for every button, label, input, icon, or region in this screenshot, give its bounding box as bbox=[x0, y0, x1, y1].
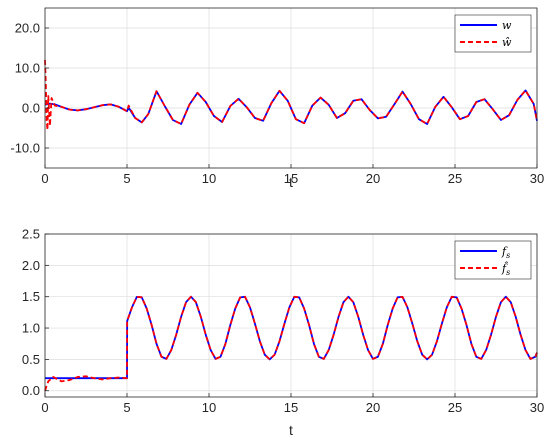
bottom-y-tick-label: 0.0 bbox=[22, 383, 40, 398]
bottom-legend-box bbox=[454, 240, 532, 280]
top-x-tick-label: 5 bbox=[123, 171, 130, 186]
top-x-axis-label: t bbox=[289, 174, 293, 190]
top-series bbox=[44, 59, 538, 131]
bottom-y-tick-label: 0.5 bbox=[22, 352, 40, 367]
bottom-x-tick-label: 10 bbox=[202, 400, 216, 415]
bottom-series-line-estimate-hat bbox=[44, 295, 538, 392]
bottom-x-tick-label: 5 bbox=[123, 400, 130, 415]
top-x-tick-label: 0 bbox=[41, 171, 48, 186]
bottom-x-axis-label: t bbox=[289, 422, 293, 438]
bottom-y-ticks: 2.5 2.0 1.5 1.0 0.5 0.0 bbox=[22, 227, 49, 398]
top-series-line-estimate-hat bbox=[44, 59, 538, 131]
top-x-ticks: 0 5 10 15 20 25 30 bbox=[41, 164, 544, 186]
bottom-legend-label-fs-hat-sub: s bbox=[506, 268, 510, 277]
bottom-legend-label-fs-hat-main: f̂ bbox=[501, 262, 508, 275]
top-y-ticks: 20.0 10.0 0.0 -10.0 bbox=[10, 21, 49, 156]
top-legend-label-w-hat: ŵ bbox=[502, 36, 512, 49]
top-y-tick-label: 10.0 bbox=[15, 61, 40, 76]
bottom-x-tick-label: 0 bbox=[41, 400, 48, 415]
bottom-x-tick-label: 30 bbox=[530, 400, 544, 415]
bottom-x-tick-label: 15 bbox=[284, 400, 298, 415]
bottom-y-tick-label: 2.5 bbox=[22, 227, 40, 242]
top-legend-label-w: w bbox=[502, 19, 512, 32]
bottom-series bbox=[44, 295, 538, 392]
top-x-tick-label: 15 bbox=[284, 171, 298, 186]
top-x-tick-label: 25 bbox=[448, 171, 462, 186]
top-chart: 0 5 10 15 20 25 30 20.0 10.0 0.0 -10.0 t w ŵ bbox=[10, 7, 544, 190]
bottom-x-tick-label: 20 bbox=[366, 400, 380, 415]
bottom-x-ticks: 0 5 10 15 20 25 30 bbox=[41, 393, 544, 415]
bottom-legend-label-fs-sub: s bbox=[506, 251, 510, 260]
bottom-y-tick-label: 1.5 bbox=[22, 289, 40, 304]
top-x-tick-label: 20 bbox=[366, 171, 380, 186]
bottom-legend-label-fs-main: f bbox=[501, 245, 508, 258]
top-x-tick-label: 10 bbox=[202, 171, 216, 186]
top-x-tick-label: 30 bbox=[530, 171, 544, 186]
bottom-legend-label-fs: fs bbox=[501, 245, 510, 260]
bottom-y-tick-label: 2.0 bbox=[22, 258, 40, 273]
bottom-x-tick-label: 25 bbox=[448, 400, 462, 415]
top-y-tick-label: 0.0 bbox=[22, 101, 40, 116]
top-y-tick-label: -10.0 bbox=[10, 141, 40, 156]
top-y-tick-label: 20.0 bbox=[15, 21, 40, 36]
top-legend-box bbox=[454, 14, 532, 53]
bottom-chart: 0 5 10 15 20 25 30 2.52.01.51.00.50.0 t fs f̂s bbox=[22, 227, 544, 439]
bottom-legend: fs f̂s bbox=[454, 240, 532, 280]
bottom-legend-label-fs-hat: f̂s bbox=[501, 262, 510, 277]
bottom-y-tick-label: 1.0 bbox=[22, 321, 40, 336]
top-legend: w ŵ bbox=[454, 14, 532, 53]
